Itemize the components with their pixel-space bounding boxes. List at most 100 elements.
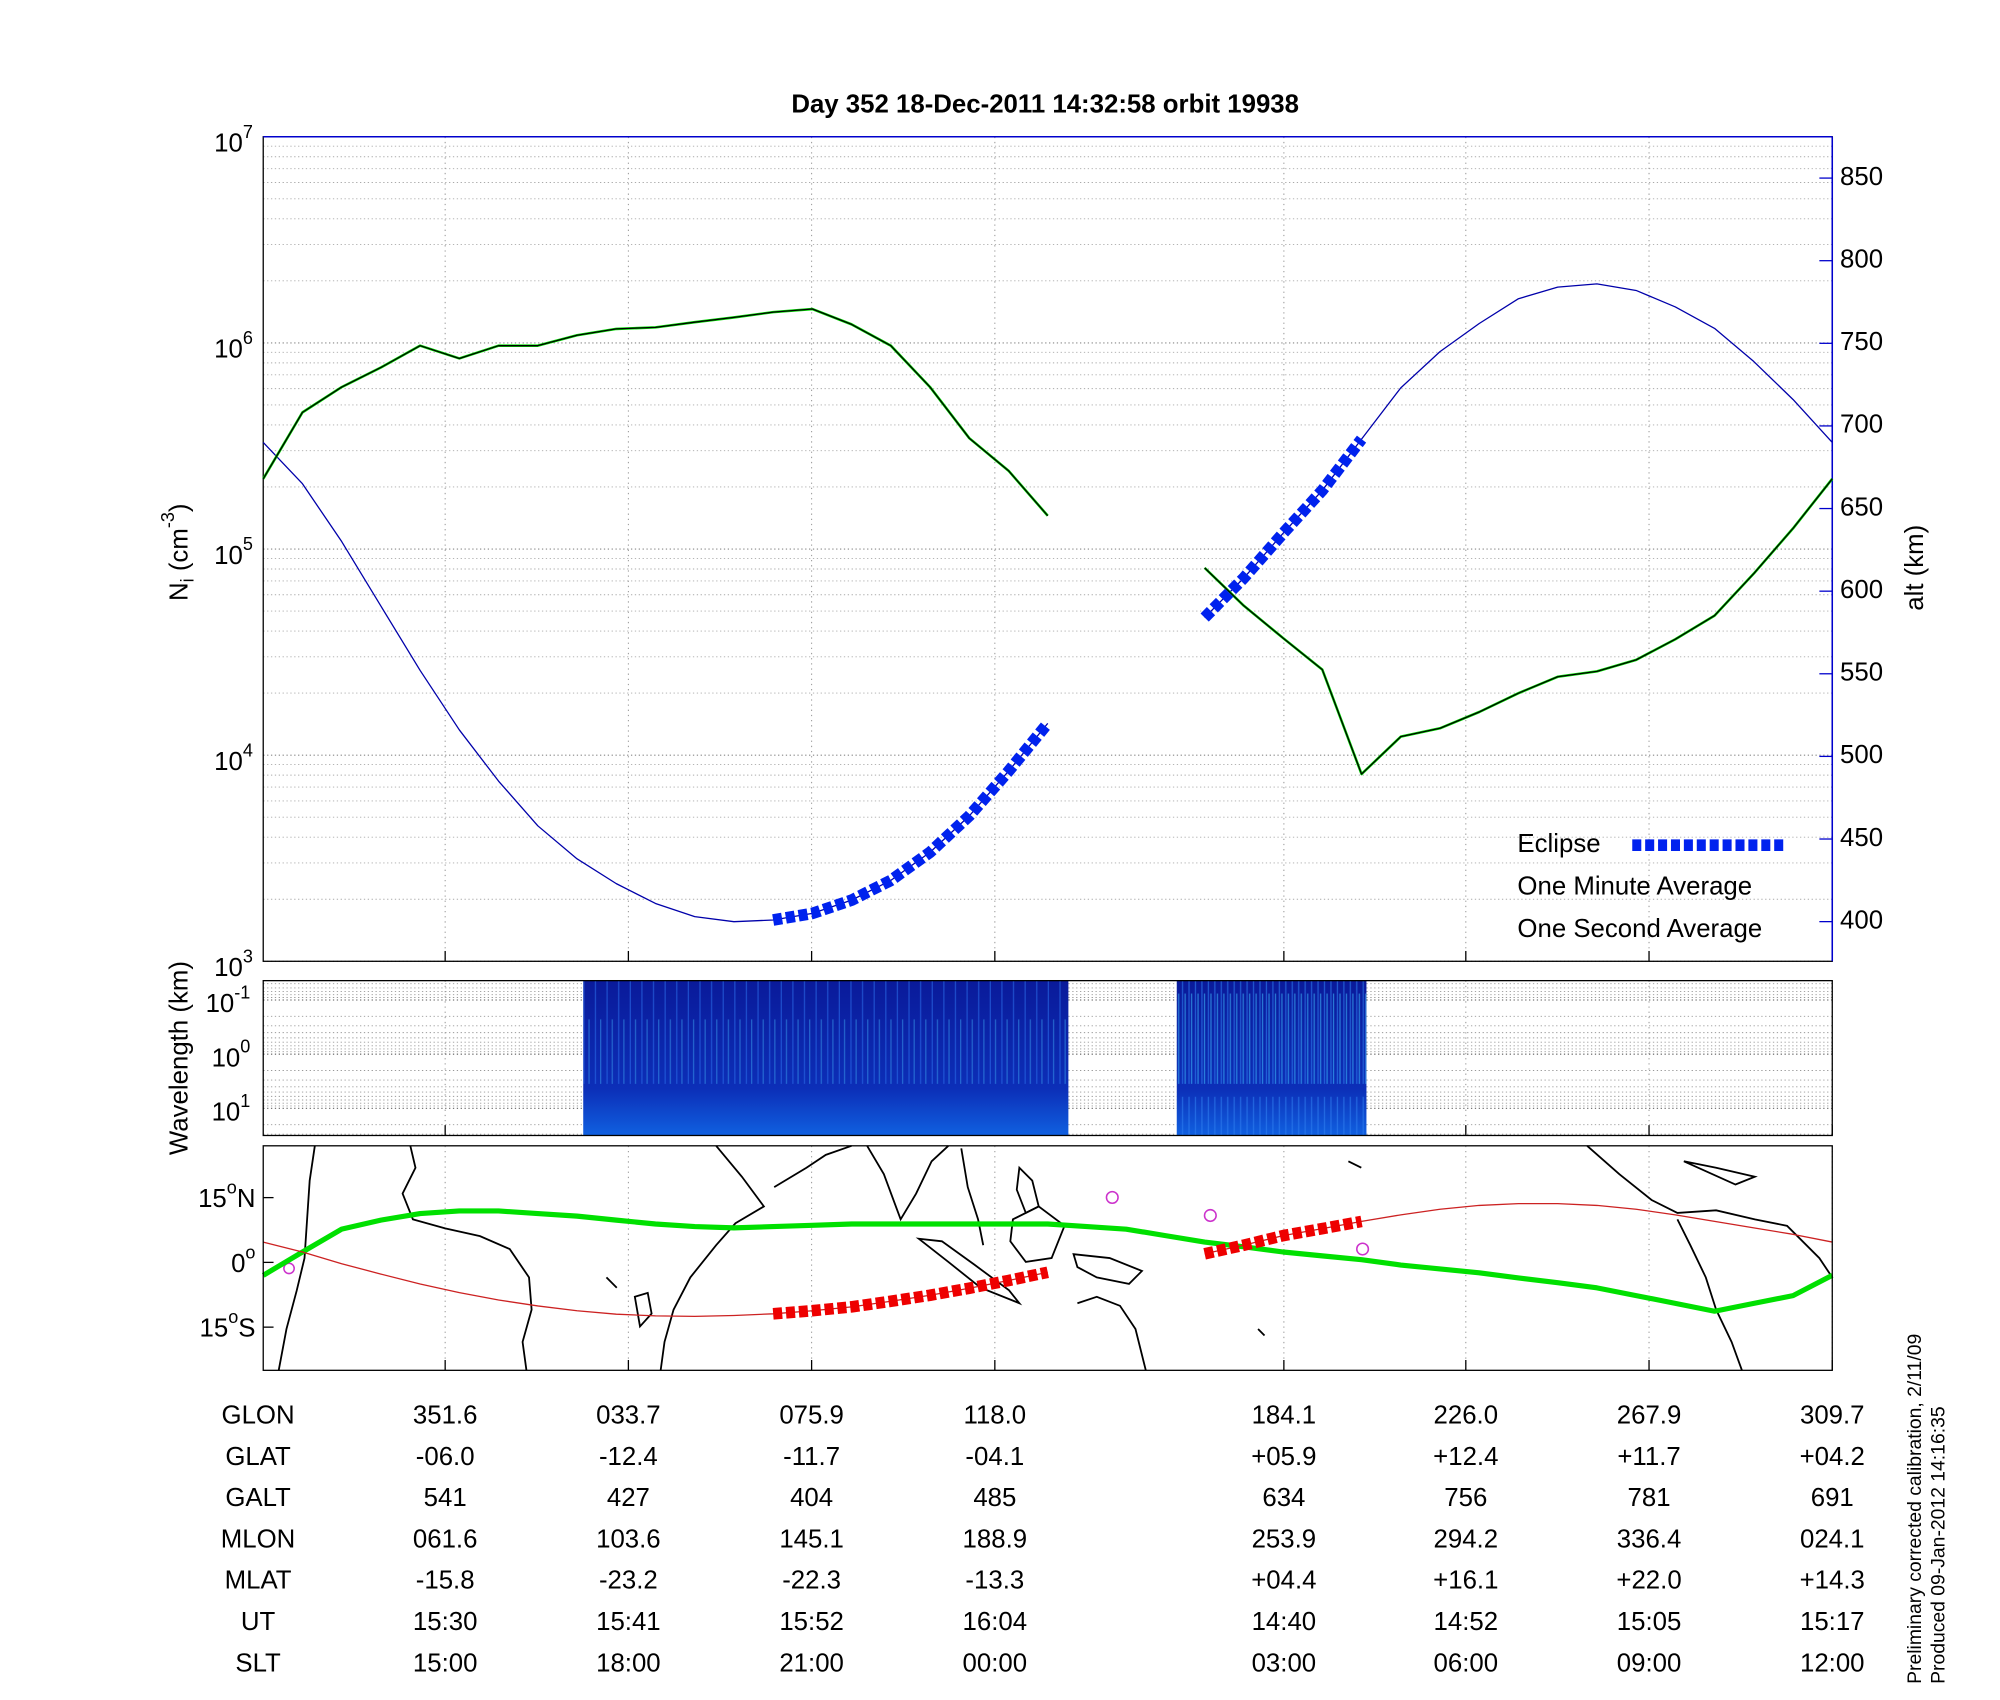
ephemeris-label: GLAT <box>225 1443 291 1471</box>
y2-tick-label: 650 <box>1840 493 1883 521</box>
ephemeris-value: 075.9 <box>779 1402 844 1430</box>
coastline <box>605 1160 1362 1337</box>
y-tick-label-base: 10 <box>212 1044 241 1072</box>
y-tick-label: 105 <box>214 534 253 570</box>
y-tick-label-exponent: 6 <box>243 328 253 348</box>
ephemeris-value: 267.9 <box>1617 1402 1682 1430</box>
ephemeris-label: MLON <box>221 1525 296 1553</box>
y2-tick-label: 500 <box>1840 741 1883 769</box>
ephemeris-value: +04.4 <box>1251 1567 1316 1595</box>
y-axis-label-part: ) <box>165 504 193 513</box>
ephemeris-value: -04.1 <box>965 1443 1024 1471</box>
coastline <box>1586 1145 1834 1278</box>
ephemeris-value: 103.6 <box>596 1525 661 1553</box>
y-tick-label-base: 10 <box>214 129 243 157</box>
y-tick-label-exponent: o <box>228 1307 238 1327</box>
spectrogram <box>583 980 1367 1136</box>
y-tick-label-exponent: 0 <box>240 1036 250 1056</box>
y2-tick-label: 450 <box>1840 824 1883 852</box>
y2-tick-label: 600 <box>1840 576 1883 604</box>
y2-tick-label: 850 <box>1840 163 1883 191</box>
y2-tick-label: 750 <box>1840 328 1883 356</box>
ephemeris-value: +12.4 <box>1433 1443 1498 1471</box>
y-tick-label-exponent: o <box>227 1177 237 1197</box>
y-tick-label: 0o <box>231 1242 255 1278</box>
ephemeris-value: 16:04 <box>963 1608 1028 1636</box>
spectrogram-texture <box>583 980 1069 1136</box>
ephemeris-value: -06.0 <box>416 1443 475 1471</box>
ephemeris-value: -11.7 <box>783 1443 840 1471</box>
coastline <box>659 1145 766 1371</box>
data-line <box>772 1215 1363 1320</box>
ephemeris-value: 15:00 <box>413 1649 478 1677</box>
y2-tick-label: 400 <box>1840 906 1883 934</box>
y-tick-label: 106 <box>214 328 253 364</box>
legend-label: Eclipse <box>1517 830 1600 858</box>
y-tick-label-exponent: 1 <box>240 1091 250 1111</box>
coastlines <box>277 1144 1834 1371</box>
ephemeris-value: 294.2 <box>1434 1525 1499 1553</box>
data-line <box>263 1202 1833 1318</box>
y-axis-label-part: (cm <box>165 528 193 578</box>
ephemeris-value: 15:52 <box>779 1608 844 1636</box>
y-tick-label-base: 10 <box>214 954 243 982</box>
coastline <box>960 1148 985 1246</box>
coastline <box>773 1144 852 1188</box>
y-tick-label: 104 <box>214 740 253 776</box>
ephemeris-value: 06:00 <box>1434 1649 1499 1677</box>
y-tick-label: 103 <box>214 946 253 982</box>
marker <box>1356 1242 1370 1256</box>
ephemeris-value: 15:17 <box>1800 1608 1865 1636</box>
y-tick-label-base: 15 <box>200 1315 229 1343</box>
coastline <box>866 1145 949 1222</box>
ephemeris-value: +22.0 <box>1616 1567 1681 1595</box>
coastline <box>1072 1253 1144 1285</box>
note: Produced 09-Jan-2012 14:16:35 <box>1927 1406 1949 1683</box>
map-markers <box>283 1190 1370 1275</box>
y-tick-label-base: 10 <box>212 1098 241 1126</box>
coastline <box>1015 1165 1040 1215</box>
ephemeris-value: -22.3 <box>782 1567 841 1595</box>
ephemeris-value: +14.3 <box>1800 1567 1865 1595</box>
marker <box>283 1262 295 1275</box>
y-tick-label-suffix: S <box>238 1315 255 1343</box>
y-tick-label-base: 10 <box>206 990 235 1018</box>
ephemeris-value: 033.7 <box>596 1402 661 1430</box>
ephemeris-value: -15.8 <box>416 1567 475 1595</box>
ephemeris-value: 226.0 <box>1434 1402 1499 1430</box>
plot-frame <box>262 980 1833 1137</box>
ephemeris-value: 14:40 <box>1252 1608 1317 1636</box>
ephemeris-value: 21:00 <box>779 1649 844 1677</box>
coastline <box>915 1237 1023 1306</box>
y-tick-label-suffix: N <box>237 1185 256 1213</box>
spectrogram-texture <box>1176 980 1367 1136</box>
ephemeris-value: 15:30 <box>413 1608 478 1636</box>
y-tick-label: 101 <box>212 1091 251 1127</box>
ephemeris-value: 118.0 <box>964 1402 1027 1430</box>
ephemeris-value: -23.2 <box>599 1567 658 1595</box>
marker <box>1203 1208 1217 1223</box>
ephemeris-value: 691 <box>1811 1484 1854 1512</box>
ephemeris-value: 00:00 <box>963 1649 1028 1677</box>
plot-frame <box>262 1145 1833 1371</box>
legend-label: One Second Average <box>1517 915 1762 943</box>
y-tick-label-base: 0 <box>231 1250 245 1278</box>
ephemeris-value: 12:00 <box>1800 1649 1865 1677</box>
ephemeris-value: +16.1 <box>1433 1567 1498 1595</box>
ephemeris-value: 15:05 <box>1617 1608 1682 1636</box>
ephemeris-value: 15:41 <box>596 1608 661 1636</box>
ephemeris-value: 309.7 <box>1800 1402 1865 1430</box>
y2-tick-label: 700 <box>1840 411 1883 439</box>
note: Preliminary corrected calibration, 2/11/… <box>1904 1334 1926 1684</box>
ephemeris-value: +04.2 <box>1800 1443 1865 1471</box>
ephemeris-value: 781 <box>1628 1484 1671 1512</box>
ephemeris-value: 024.1 <box>1800 1525 1865 1553</box>
ephemeris-value: -12.4 <box>599 1443 658 1471</box>
ephemeris-value: 634 <box>1262 1484 1305 1512</box>
ephemeris-value: 145.1 <box>779 1525 844 1553</box>
data-line <box>261 1208 1834 1314</box>
y2-tick-label: 800 <box>1840 246 1883 274</box>
coastline <box>1009 1205 1066 1263</box>
